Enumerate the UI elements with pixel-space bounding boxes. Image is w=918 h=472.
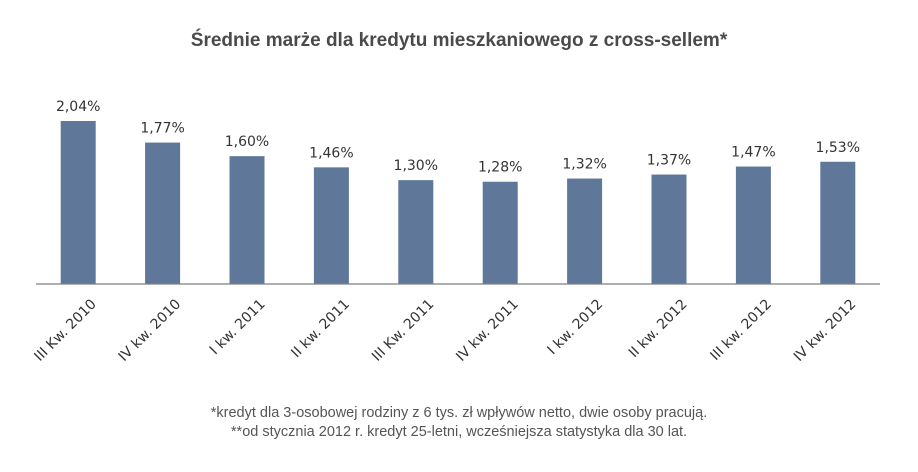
footnote-1: *kredyt dla 3-osobowej rodziny z 6 tys. … [210,405,708,421]
bar-2 [145,142,181,284]
bar-8 [651,174,687,284]
category-label-4: II kw. 2011 [288,296,353,361]
category-label-1: III Kw. 2010 [31,296,99,364]
value-label-3: 1,60% [225,134,269,150]
bar-3 [229,156,265,284]
category-labels-group: III Kw. 2010 IV kw. 2010 I kw. 2011 II kw. … [31,296,859,365]
category-label-3: I kw. 2011 [207,296,269,358]
bar-4 [313,167,349,284]
category-label-5: III Kw. 2011 [369,296,437,364]
value-labels-group: 2,04% 1,77% 1,60% 1,46% 1,30% 1,28% 1,32% 1,37%… [56,99,860,176]
value-label-5: 1,30% [394,158,438,174]
value-label-4: 1,46% [309,145,353,161]
bar-9 [735,166,771,284]
footnote-2: **od stycznia 2012 r. kredyt 25-letni, w… [230,424,688,440]
value-label-9: 1,47% [731,145,775,161]
bar-10 [820,161,856,284]
bar-6 [482,181,518,284]
category-label-10: IV kw. 2012 [791,296,860,365]
value-label-6: 1,28% [478,160,522,176]
category-label-6: IV kw. 2011 [453,296,522,365]
value-label-2: 1,77% [140,121,184,137]
value-label-7: 1,32% [562,157,606,173]
category-label-2: IV kw. 2010 [116,296,185,365]
bar-7 [567,178,603,284]
bar-5 [398,180,434,284]
bar-chart: 2,04% 1,77% 1,60% 1,46% 1,30% 1,28% 1,32% 1,37%… [31,99,880,365]
value-label-10: 1,53% [816,140,860,156]
bars-group [60,121,856,284]
category-label-7: I kw. 2012 [544,296,606,358]
category-label-9: III kw. 2012 [707,296,775,364]
value-label-8: 1,37% [647,153,691,169]
chart-title: Średnie marże dla kredytu mieszkaniowego… [190,30,728,51]
value-label-1: 2,04% [56,99,100,115]
category-label-8: II kw. 2012 [626,296,691,361]
bar-1 [60,121,96,284]
